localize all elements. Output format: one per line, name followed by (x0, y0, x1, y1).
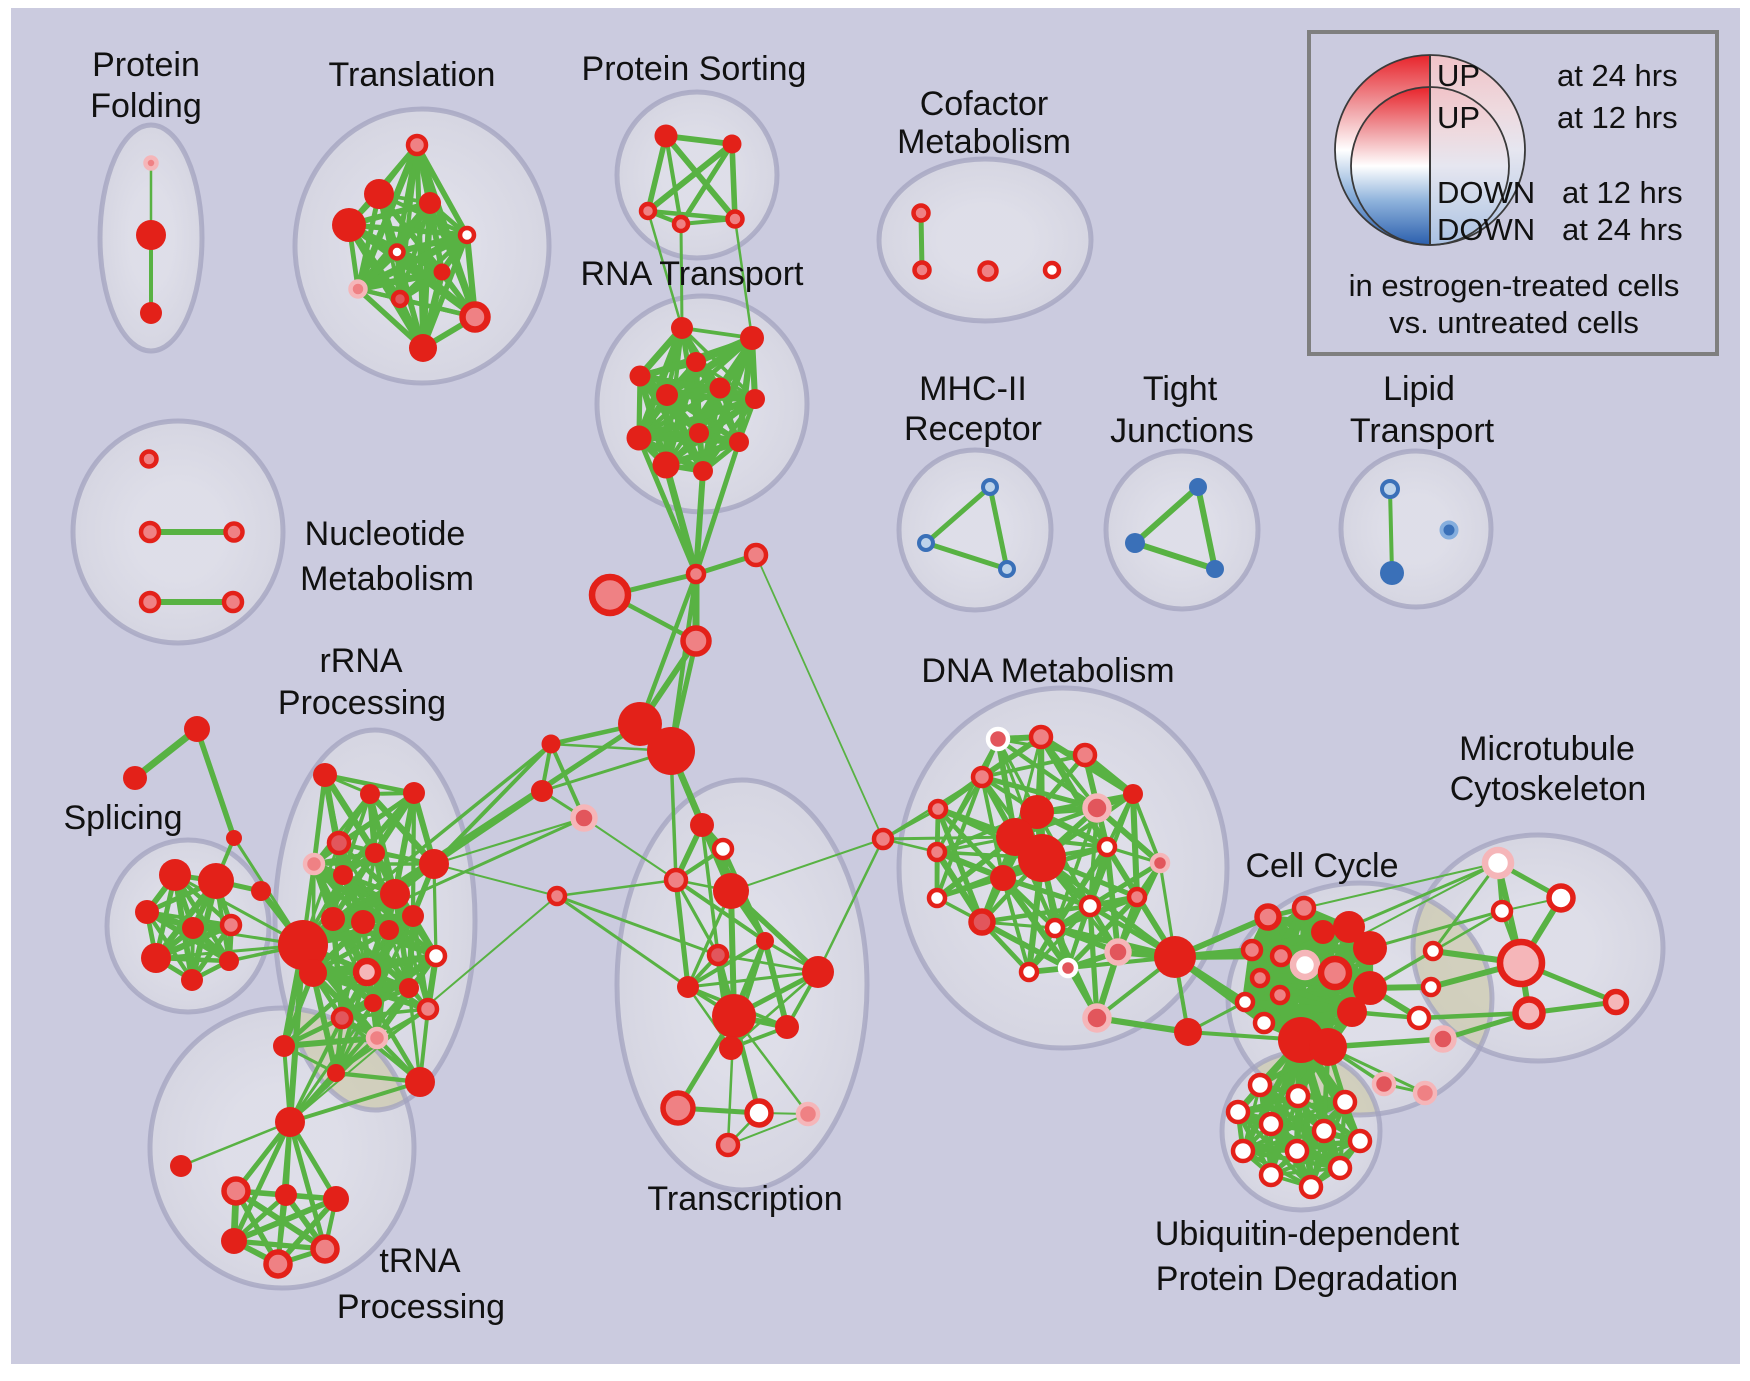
svg-text:Metabolism: Metabolism (897, 123, 1071, 161)
svg-text:Protein: Protein (92, 46, 200, 84)
svg-text:MHC-II: MHC-II (919, 370, 1027, 408)
svg-text:UP: UP (1437, 100, 1480, 135)
svg-text:Receptor: Receptor (904, 410, 1042, 448)
svg-text:Microtubule: Microtubule (1459, 730, 1635, 768)
svg-text:Cytoskeleton: Cytoskeleton (1450, 770, 1647, 808)
svg-text:vs. untreated cells: vs. untreated cells (1389, 305, 1639, 340)
svg-text:Translation: Translation (329, 56, 496, 94)
svg-text:Ubiquitin-dependent: Ubiquitin-dependent (1155, 1215, 1460, 1253)
svg-text:Junctions: Junctions (1110, 412, 1254, 450)
svg-text:in estrogen-treated cells: in estrogen-treated cells (1349, 268, 1680, 303)
svg-text:Protein Degradation: Protein Degradation (1156, 1260, 1458, 1298)
svg-text:Processing: Processing (278, 684, 446, 722)
svg-text:Cell Cycle: Cell Cycle (1245, 847, 1398, 885)
svg-text:Nucleotide: Nucleotide (305, 515, 466, 553)
svg-text:DOWN: DOWN (1437, 212, 1535, 247)
svg-text:Folding: Folding (90, 87, 202, 125)
svg-text:Splicing: Splicing (63, 799, 182, 837)
svg-text:tRNA: tRNA (379, 1242, 461, 1280)
svg-text:Tight: Tight (1143, 370, 1218, 408)
svg-text:DNA Metabolism: DNA Metabolism (921, 652, 1174, 690)
svg-text:rRNA: rRNA (319, 642, 402, 680)
svg-text:RNA Transport: RNA Transport (581, 255, 805, 293)
svg-text:Protein Sorting: Protein Sorting (582, 50, 807, 88)
svg-text:Cofactor: Cofactor (920, 85, 1049, 123)
svg-text:Metabolism: Metabolism (300, 560, 474, 598)
svg-text:Transport: Transport (1350, 412, 1495, 450)
svg-text:at 24 hrs: at 24 hrs (1562, 212, 1683, 247)
svg-text:DOWN: DOWN (1437, 175, 1535, 210)
svg-text:at 12 hrs: at 12 hrs (1557, 100, 1678, 135)
svg-text:Transcription: Transcription (647, 1180, 842, 1218)
svg-text:Lipid: Lipid (1383, 370, 1455, 408)
svg-text:at 12 hrs: at 12 hrs (1562, 175, 1683, 210)
svg-text:UP: UP (1437, 58, 1480, 93)
svg-text:Processing: Processing (337, 1288, 505, 1326)
svg-text:at 24 hrs: at 24 hrs (1557, 58, 1678, 93)
